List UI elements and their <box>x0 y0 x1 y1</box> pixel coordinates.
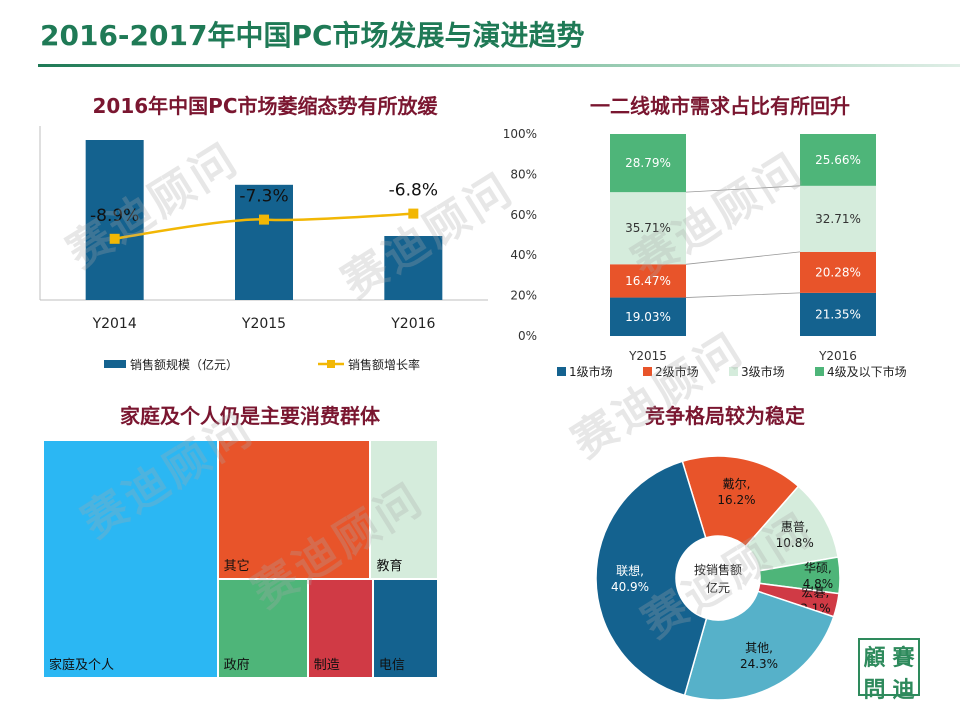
stacked-bar-segment <box>800 134 876 186</box>
data-label: 19.03% <box>625 310 671 324</box>
legend-swatch <box>327 360 335 368</box>
slice-value-label: 16.2% <box>717 493 755 507</box>
slice-label: 宏碁, <box>802 584 830 599</box>
bar <box>235 184 293 300</box>
legend-label: 3级市场 <box>741 364 785 379</box>
legend-swatch <box>643 367 652 376</box>
slice-value-label: 4.8% <box>803 577 834 591</box>
treemap-label: 其它 <box>223 559 250 575</box>
treemap-label: 家庭及个人 <box>49 658 115 673</box>
growth-rate-marker <box>109 233 120 244</box>
slice-label: 戴尔, <box>723 476 751 491</box>
data-label: -8.9% <box>90 206 139 226</box>
legend-label: 销售额增长率 <box>348 357 420 372</box>
stacked-bar-segment <box>800 251 876 293</box>
ccid-logo: 顧 賽 問 迪 <box>858 638 920 703</box>
donut-slice <box>595 460 708 697</box>
treemap-cell: 教育 <box>370 440 438 580</box>
series-connector-line <box>685 185 801 193</box>
y-tick-label: 40% <box>510 248 537 262</box>
treemap-cell: 制造 <box>307 579 373 678</box>
x-tick-label: Y2016 <box>390 316 435 332</box>
series-connector-line <box>685 292 801 298</box>
bar <box>85 140 144 300</box>
slice-label: 华硕, <box>804 561 832 575</box>
slice-value-label: 40.9% <box>611 580 649 594</box>
city-tier-chart-title: 一二线城市需求占比有所回升 <box>590 94 850 118</box>
stacked-bar-segment <box>610 264 686 298</box>
bar <box>384 236 443 300</box>
growth-rate-marker <box>408 208 419 219</box>
donut-center-label: 亿元 <box>706 580 730 595</box>
legend-swatch <box>729 367 738 376</box>
y-tick-label: 0% <box>518 329 537 343</box>
treemap-cell: 其它 <box>217 440 371 580</box>
treemap-label: 电信 <box>378 657 405 673</box>
logo-char: 顧 <box>863 645 886 671</box>
slice-value-label: 10.8% <box>776 536 814 550</box>
stacked-bar-segment <box>610 297 686 336</box>
legend-label: 2级市场 <box>655 364 699 379</box>
stacked-bar-segment <box>610 134 686 193</box>
consumer-groups-treemap: 家庭及个人 其它 教育政府 制造 电信 <box>43 440 438 678</box>
logo-char: 問 <box>863 677 886 703</box>
treemap-cell: 电信 <box>372 579 438 678</box>
treemap-label: 教育 <box>376 559 403 575</box>
x-tick-label: Y2014 <box>92 316 137 332</box>
slice-label: 联想, <box>616 563 644 578</box>
donut-center-label: 按销售额 <box>694 562 742 577</box>
competition-chart-title: 竞争格局较为稳定 <box>645 404 805 428</box>
legend-swatch <box>104 360 126 368</box>
data-label: -6.8% <box>389 181 438 201</box>
x-tick-label: Y2015 <box>628 349 667 363</box>
data-label: -7.3% <box>239 187 288 207</box>
data-label: 28.79% <box>625 156 671 170</box>
slice-label: 其他, <box>745 641 773 655</box>
stacked-bar-segment <box>800 185 876 252</box>
legend-swatch <box>815 367 824 376</box>
data-label: 20.28% <box>815 265 861 279</box>
legend-label: 销售额规模（亿元） <box>130 357 238 372</box>
donut-slice <box>681 455 800 548</box>
growth-rate-marker <box>259 214 269 225</box>
series-connector-line <box>685 251 801 265</box>
y-tick-label: 80% <box>510 167 537 181</box>
stacked-bar-segment <box>610 192 686 265</box>
logo-char: 賽 <box>892 645 915 671</box>
data-label: 16.47% <box>625 274 671 288</box>
data-label: 32.71% <box>815 212 861 226</box>
competition-donut-chart: 戴尔,16.2%惠普,10.8%华硕,4.8%宏碁,3.1%其他,24.3%联想… <box>595 455 841 700</box>
y-tick-label: 20% <box>510 289 537 303</box>
slice-label: 惠普, <box>781 520 809 534</box>
treemap-cell: 家庭及个人 <box>43 440 218 678</box>
market-size-chart: Y2014 Y2015 Y2016 -8.9% -7.3% -6.8% 销售额规模（亿元） 销… <box>39 126 488 372</box>
y-tick-label: 100% <box>503 127 537 141</box>
consumer-groups-chart-title: 家庭及个人仍是主要消费群体 <box>120 404 380 428</box>
stacked-bar-segment <box>800 292 876 336</box>
y-tick-label: 60% <box>510 208 537 222</box>
slice-value-label: 24.3% <box>740 657 778 671</box>
market-size-chart-title: 2016年中国PC市场萎缩态势有所放缓 <box>92 94 438 118</box>
treemap-label: 政府 <box>223 657 250 673</box>
slide-title: 2016-2017年中国PC市场发展与演进趋势 <box>40 19 585 52</box>
legend-label: 4级及以下市场 <box>827 364 907 379</box>
x-tick-label: Y2016 <box>818 349 857 363</box>
data-label: 35.71% <box>625 221 671 235</box>
x-tick-label: Y2015 <box>241 316 286 332</box>
data-label: 25.66% <box>815 153 861 167</box>
legend-swatch <box>557 367 566 376</box>
data-label: 21.35% <box>815 307 861 321</box>
logo-char: 迪 <box>892 677 915 703</box>
legend-label: 1级市场 <box>569 364 613 379</box>
title-divider <box>38 64 960 67</box>
treemap-label: 制造 <box>313 657 340 673</box>
donut-slice <box>683 590 835 700</box>
treemap-cell: 政府 <box>217 579 308 678</box>
city-tier-chart: 0% 20% 40% 60% 80% 100% 19.03% 16.47% 35.71% 28.7… <box>503 127 907 379</box>
